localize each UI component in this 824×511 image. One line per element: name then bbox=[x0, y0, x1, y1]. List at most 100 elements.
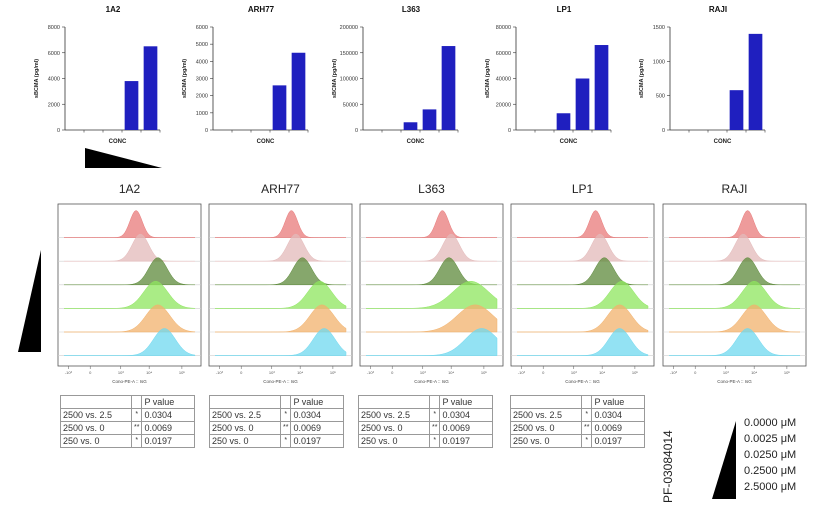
histogram-curve-red bbox=[669, 210, 800, 238]
table-header: P value bbox=[290, 395, 345, 409]
table-row: 250 vs. 0 * 0.0197 bbox=[209, 434, 345, 448]
comparison-cell: 250 vs. 0 bbox=[209, 434, 281, 448]
p-value-table: P value 2500 vs. 2.5 * 0.0304 2500 vs. 0 ** 0.… bbox=[510, 395, 646, 448]
histogram-tick-label: 10⁵ bbox=[784, 370, 790, 375]
table-header-empty bbox=[279, 395, 292, 409]
table-row: 250 vs. 0 * 0.0197 bbox=[60, 434, 196, 448]
histogram-tick-label: 10⁴ bbox=[146, 370, 152, 375]
histogram-tick-label: 10⁵ bbox=[179, 370, 185, 375]
table-row: 2500 vs. 0 ** 0.0069 bbox=[510, 421, 646, 435]
histogram-title: 1A2 bbox=[119, 182, 141, 196]
significance-cell: * bbox=[130, 408, 143, 422]
table-header: P value bbox=[141, 395, 196, 409]
histogram-tick-label: 0 bbox=[240, 370, 243, 375]
comparison-cell: 2500 vs. 2.5 bbox=[358, 408, 430, 422]
comparison-cell: 2500 vs. 0 bbox=[60, 421, 132, 435]
significance-cell: ** bbox=[279, 421, 292, 435]
bar bbox=[403, 122, 418, 130]
histogram-tick-label: 10³ bbox=[269, 370, 275, 375]
bar bbox=[748, 33, 763, 130]
y-tick-label: 3000 bbox=[196, 77, 208, 83]
p-value-table: P value 2500 vs. 2.5 * 0.0304 2500 vs. 0 ** 0.… bbox=[60, 395, 196, 448]
compound-label: PF-03084014 bbox=[661, 430, 675, 503]
table-row: 250 vs. 0 * 0.0197 bbox=[358, 434, 494, 448]
table-row: 2500 vs. 0 ** 0.0069 bbox=[209, 421, 345, 435]
histogram-curve-darkgreen bbox=[64, 257, 196, 286]
p-value-cell: 0.0069 bbox=[439, 421, 494, 435]
histogram-tick-label: -10³ bbox=[367, 370, 375, 375]
bar-chart-1a2: 1A2 0 2000 4000 6000 8000 sBCMA (pg/ml) CONC bbox=[34, 5, 161, 145]
p-value-cell: 0.0304 bbox=[439, 408, 494, 422]
comparison-cell: 2500 vs. 0 bbox=[358, 421, 430, 435]
histogram-curve-darkgreen bbox=[517, 257, 648, 286]
y-tick-label: 1500 bbox=[653, 25, 665, 31]
histogram-tick-label: 10³ bbox=[571, 370, 577, 375]
bar-chart-title: 1A2 bbox=[106, 5, 121, 14]
p-value-table: P value 2500 vs. 2.5 * 0.0304 2500 vs. 0 ** 0.… bbox=[209, 395, 345, 448]
bar-chart-title: LP1 bbox=[557, 5, 572, 14]
table-header: P value bbox=[591, 395, 646, 409]
bar bbox=[594, 45, 609, 130]
histogram-tick-label: 10⁴ bbox=[448, 370, 454, 375]
y-tick-label: 0 bbox=[57, 128, 60, 134]
table-row: 2500 vs. 0 ** 0.0069 bbox=[358, 421, 494, 435]
histogram-tick-label: -10³ bbox=[670, 370, 678, 375]
bar-chart-title: RAJI bbox=[709, 5, 727, 14]
y-tick-label: 5000 bbox=[196, 42, 208, 48]
significance-cell: ** bbox=[428, 421, 441, 435]
histogram-curve-red bbox=[366, 210, 497, 238]
legend-item: 0.2500 μM bbox=[744, 465, 797, 477]
histogram-curve-darkgreen bbox=[215, 257, 346, 286]
histogram-curve-green bbox=[64, 281, 196, 309]
histogram-curve-red bbox=[215, 210, 346, 238]
bar bbox=[143, 46, 158, 130]
histogram-tick-label: 10⁴ bbox=[297, 370, 303, 375]
histogram-tick-label: 0 bbox=[89, 370, 92, 375]
histogram-curve-red bbox=[517, 210, 648, 238]
y-tick-label: 40000 bbox=[496, 77, 511, 83]
histogram-tick-label: -10³ bbox=[216, 370, 224, 375]
y-tick-label: 60000 bbox=[496, 51, 511, 57]
p-value-cell: 0.0197 bbox=[591, 434, 646, 448]
y-tick-label: 20000 bbox=[496, 102, 511, 108]
histogram-curve-cyan bbox=[215, 328, 347, 356]
histogram-title: L363 bbox=[418, 182, 445, 196]
table-header-empty bbox=[428, 395, 441, 409]
p-value-cell: 0.0197 bbox=[439, 434, 494, 448]
y-tick-label: 0 bbox=[355, 128, 358, 134]
y-tick-label: 0 bbox=[205, 128, 208, 134]
significance-cell: * bbox=[279, 408, 292, 422]
histogram-axis-label: Cono-PE-A :: IsG bbox=[414, 379, 449, 384]
p-value-cell: 0.0069 bbox=[290, 421, 345, 435]
bar-chart-lp1: LP1 0 20000 40000 60000 80000 sBCMA (pg/ml) CON… bbox=[485, 5, 612, 145]
histogram-curve-pink bbox=[366, 233, 497, 262]
comparison-cell: 2500 vs. 2.5 bbox=[60, 408, 132, 422]
histogram-curve-darkgreen bbox=[669, 257, 800, 286]
table-header-empty bbox=[60, 395, 132, 409]
histogram-curve-orange bbox=[64, 304, 196, 333]
concentration-legend: 0.0000 μM 0.0025 μM 0.0250 μM 0.2500 μM … bbox=[744, 415, 796, 495]
histogram-tick-label: 10⁵ bbox=[481, 370, 487, 375]
histogram-curve-cyan bbox=[517, 328, 649, 356]
histogram-curve-pink bbox=[517, 233, 648, 262]
p-value-cell: 0.0304 bbox=[591, 408, 646, 422]
table-header-empty bbox=[209, 395, 281, 409]
comparison-cell: 2500 vs. 0 bbox=[510, 421, 582, 435]
p-value-table: P value 2500 vs. 2.5 * 0.0304 2500 vs. 0 ** 0.… bbox=[358, 395, 494, 448]
histogram-curve-cyan bbox=[64, 328, 196, 356]
legend-item: 0.0000 μM bbox=[744, 417, 797, 429]
histogram-title: ARH77 bbox=[261, 182, 300, 196]
histogram-axis-label: Cono-PE-A :: IsG bbox=[112, 379, 147, 384]
y-tick-label: 4000 bbox=[196, 59, 208, 65]
histogram-title: LP1 bbox=[572, 182, 594, 196]
table-row: 2500 vs. 2.5 * 0.0304 bbox=[60, 408, 196, 422]
histogram-tick-label: 0 bbox=[694, 370, 697, 375]
histogram-curve-green bbox=[366, 281, 498, 309]
table-row: 2500 vs. 0 ** 0.0069 bbox=[60, 421, 196, 435]
histogram-tick-label: 0 bbox=[542, 370, 545, 375]
